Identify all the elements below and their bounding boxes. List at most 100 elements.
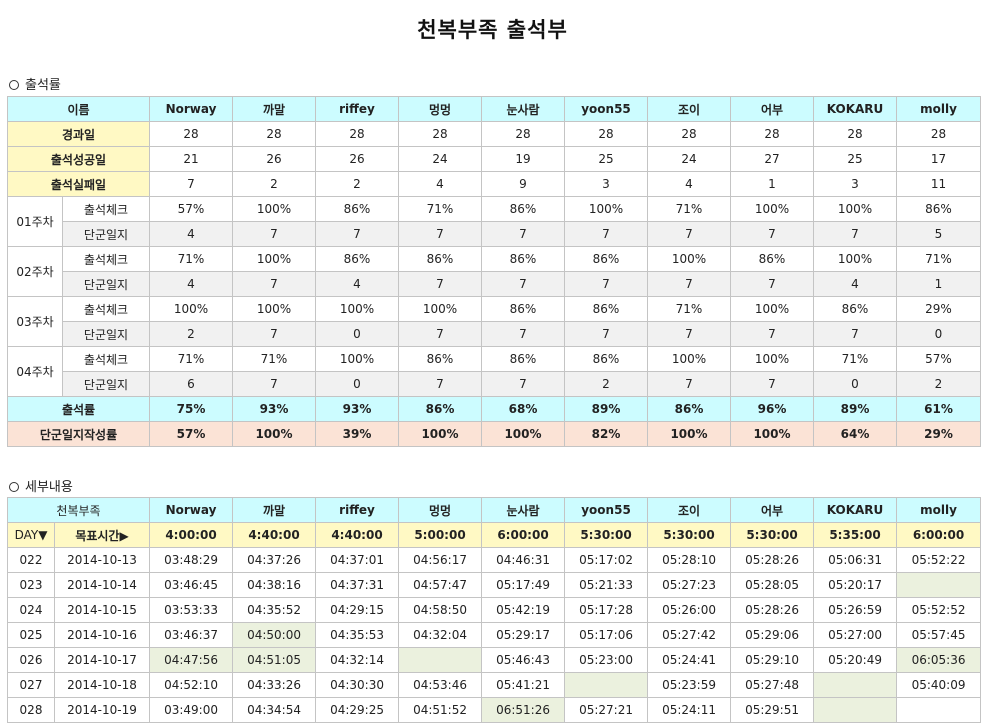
- journal-count-value: 7: [481, 271, 565, 297]
- summary-value: 28: [481, 121, 565, 147]
- check-in-time: 04:37:26: [232, 547, 317, 573]
- check-in-time: 05:28:26: [730, 597, 815, 623]
- journal-count-value: 7: [730, 371, 814, 397]
- week-row-label: 단군일지: [62, 371, 150, 397]
- journal-rate-value: 100%: [232, 421, 316, 447]
- summary-value: 21: [149, 146, 233, 172]
- details-row: 025 2014-10-16 03:46:37 04:50:00 04:35:53 04:…: [7, 622, 982, 648]
- member-name-header: 멍멍: [398, 497, 483, 523]
- journal-count-value: 4: [149, 271, 233, 297]
- details-section-label: 세부내용: [9, 476, 73, 495]
- check-in-time: 03:46:45: [149, 572, 234, 598]
- check-in-time: 05:29:51: [730, 697, 815, 723]
- member-name-header: 어부: [730, 96, 814, 122]
- date-cell: 2014-10-16: [53, 622, 151, 648]
- check-in-time: 04:37:31: [315, 572, 400, 598]
- day-column-label: DAY▼: [7, 522, 55, 548]
- check-in-time: 05:21:33: [564, 572, 649, 598]
- member-name-header: riffey: [315, 497, 400, 523]
- check-in-time: 05:41:21: [481, 672, 566, 698]
- journal-rate-value: 39%: [315, 421, 399, 447]
- journal-rate-value: 57%: [149, 421, 233, 447]
- attendance-rate-value: 93%: [232, 396, 316, 422]
- journal-count-value: 7: [232, 321, 316, 347]
- check-in-time: [564, 672, 649, 698]
- target-time-row: DAY▼ 목표시간▶ 4:00:00 4:40:00 4:40:00 5:00:00 6:0…: [7, 522, 982, 548]
- member-name-header: 까말: [232, 96, 316, 122]
- summary-value: 25: [564, 146, 648, 172]
- attendance-check-value: 100%: [232, 196, 316, 222]
- summary-value: 28: [149, 121, 233, 147]
- summary-value: 24: [647, 146, 731, 172]
- details-header-row: 천복부족 Norway 까말 riffey 멍멍 눈사람 yoon55 조이 어부 KOKARU m…: [6, 497, 982, 523]
- check-in-time: 05:26:00: [647, 597, 732, 623]
- date-cell: 2014-10-19: [53, 697, 151, 723]
- check-in-time: 04:58:50: [398, 597, 483, 623]
- attendance-section-label: 출석률: [9, 74, 61, 93]
- check-in-time: 04:38:16: [232, 572, 317, 598]
- day-number: 027: [7, 672, 55, 698]
- check-in-time: [398, 647, 483, 673]
- journal-count-value: 4: [315, 271, 399, 297]
- check-in-time: 05:24:41: [647, 647, 732, 673]
- check-in-time: [813, 672, 898, 698]
- header-name-label: 이름: [7, 96, 150, 122]
- summary-value: 3: [564, 171, 648, 197]
- target-time-value: 6:00:00: [481, 522, 566, 548]
- target-time-value: 6:00:00: [896, 522, 982, 548]
- attendance-rate-value: 68%: [481, 396, 565, 422]
- check-in-time: 04:35:53: [315, 622, 400, 648]
- journal-rate-label: 단군일지작성률: [7, 421, 150, 447]
- attendance-check-value: 86%: [315, 246, 399, 272]
- attendance-check-value: 71%: [149, 346, 233, 372]
- journal-count-value: 7: [647, 371, 731, 397]
- attendance-rate-value: 96%: [730, 396, 814, 422]
- attendance-check-value: 100%: [730, 196, 814, 222]
- attendance-rate-value: 75%: [149, 396, 233, 422]
- journal-count-value: 0: [315, 371, 399, 397]
- journal-count-value: 0: [315, 321, 399, 347]
- week-row-label: 출석체크: [62, 196, 150, 222]
- journal-rate-value: 100%: [647, 421, 731, 447]
- summary-value: 9: [481, 171, 565, 197]
- circle-bullet-icon: [9, 80, 19, 90]
- check-in-time: 04:52:10: [149, 672, 234, 698]
- details-row: 024 2014-10-15 03:53:33 04:35:52 04:29:15 04:…: [7, 597, 982, 623]
- journal-count-value: 7: [398, 221, 482, 247]
- summary-row-label: 출석실패일: [7, 171, 150, 197]
- week-row: 단군일지 4 7 7 7 7 7 7 7 7 5: [8, 221, 981, 247]
- member-name-header: 눈사람: [481, 96, 565, 122]
- check-in-time: 06:51:26: [481, 697, 566, 723]
- journal-count-value: 1: [896, 271, 981, 297]
- summary-value: 1: [730, 171, 814, 197]
- week-row: 단군일지 4 7 4 7 7 7 7 7 4 1: [8, 271, 981, 297]
- day-number: 022: [7, 547, 55, 573]
- attendance-check-value: 71%: [647, 296, 731, 322]
- journal-rate-value: 82%: [564, 421, 648, 447]
- check-in-time: 05:17:28: [564, 597, 649, 623]
- summary-value: 28: [232, 121, 316, 147]
- week-row-label: 단군일지: [62, 321, 150, 347]
- attendance-check-value: 71%: [232, 346, 316, 372]
- attendance-check-value: 100%: [232, 246, 316, 272]
- date-cell: 2014-10-18: [53, 672, 151, 698]
- week-row: 단군일지 6 7 0 7 7 2 7 7 0 2: [8, 371, 981, 397]
- member-name-header: Norway: [149, 96, 233, 122]
- week-row-label: 출석체크: [62, 346, 150, 372]
- summary-value: 24: [398, 146, 482, 172]
- day-number: 028: [7, 697, 55, 723]
- attendance-check-value: 100%: [813, 196, 897, 222]
- check-in-time: 05:29:06: [730, 622, 815, 648]
- attendance-rate-value: 86%: [398, 396, 482, 422]
- attendance-check-value: 86%: [481, 296, 565, 322]
- attendance-check-value: 71%: [398, 196, 482, 222]
- member-name-header: molly: [896, 497, 982, 523]
- journal-count-value: 7: [647, 271, 731, 297]
- summary-row: 출석성공일 21 26 26 24 19 25 24 27 25 17: [7, 146, 981, 172]
- summary-row-label: 출석성공일: [7, 146, 150, 172]
- journal-count-value: 7: [730, 271, 814, 297]
- attendance-check-value: 100%: [730, 346, 814, 372]
- check-in-time: 04:29:25: [315, 697, 400, 723]
- summary-value: 28: [398, 121, 482, 147]
- date-cell: 2014-10-17: [53, 647, 151, 673]
